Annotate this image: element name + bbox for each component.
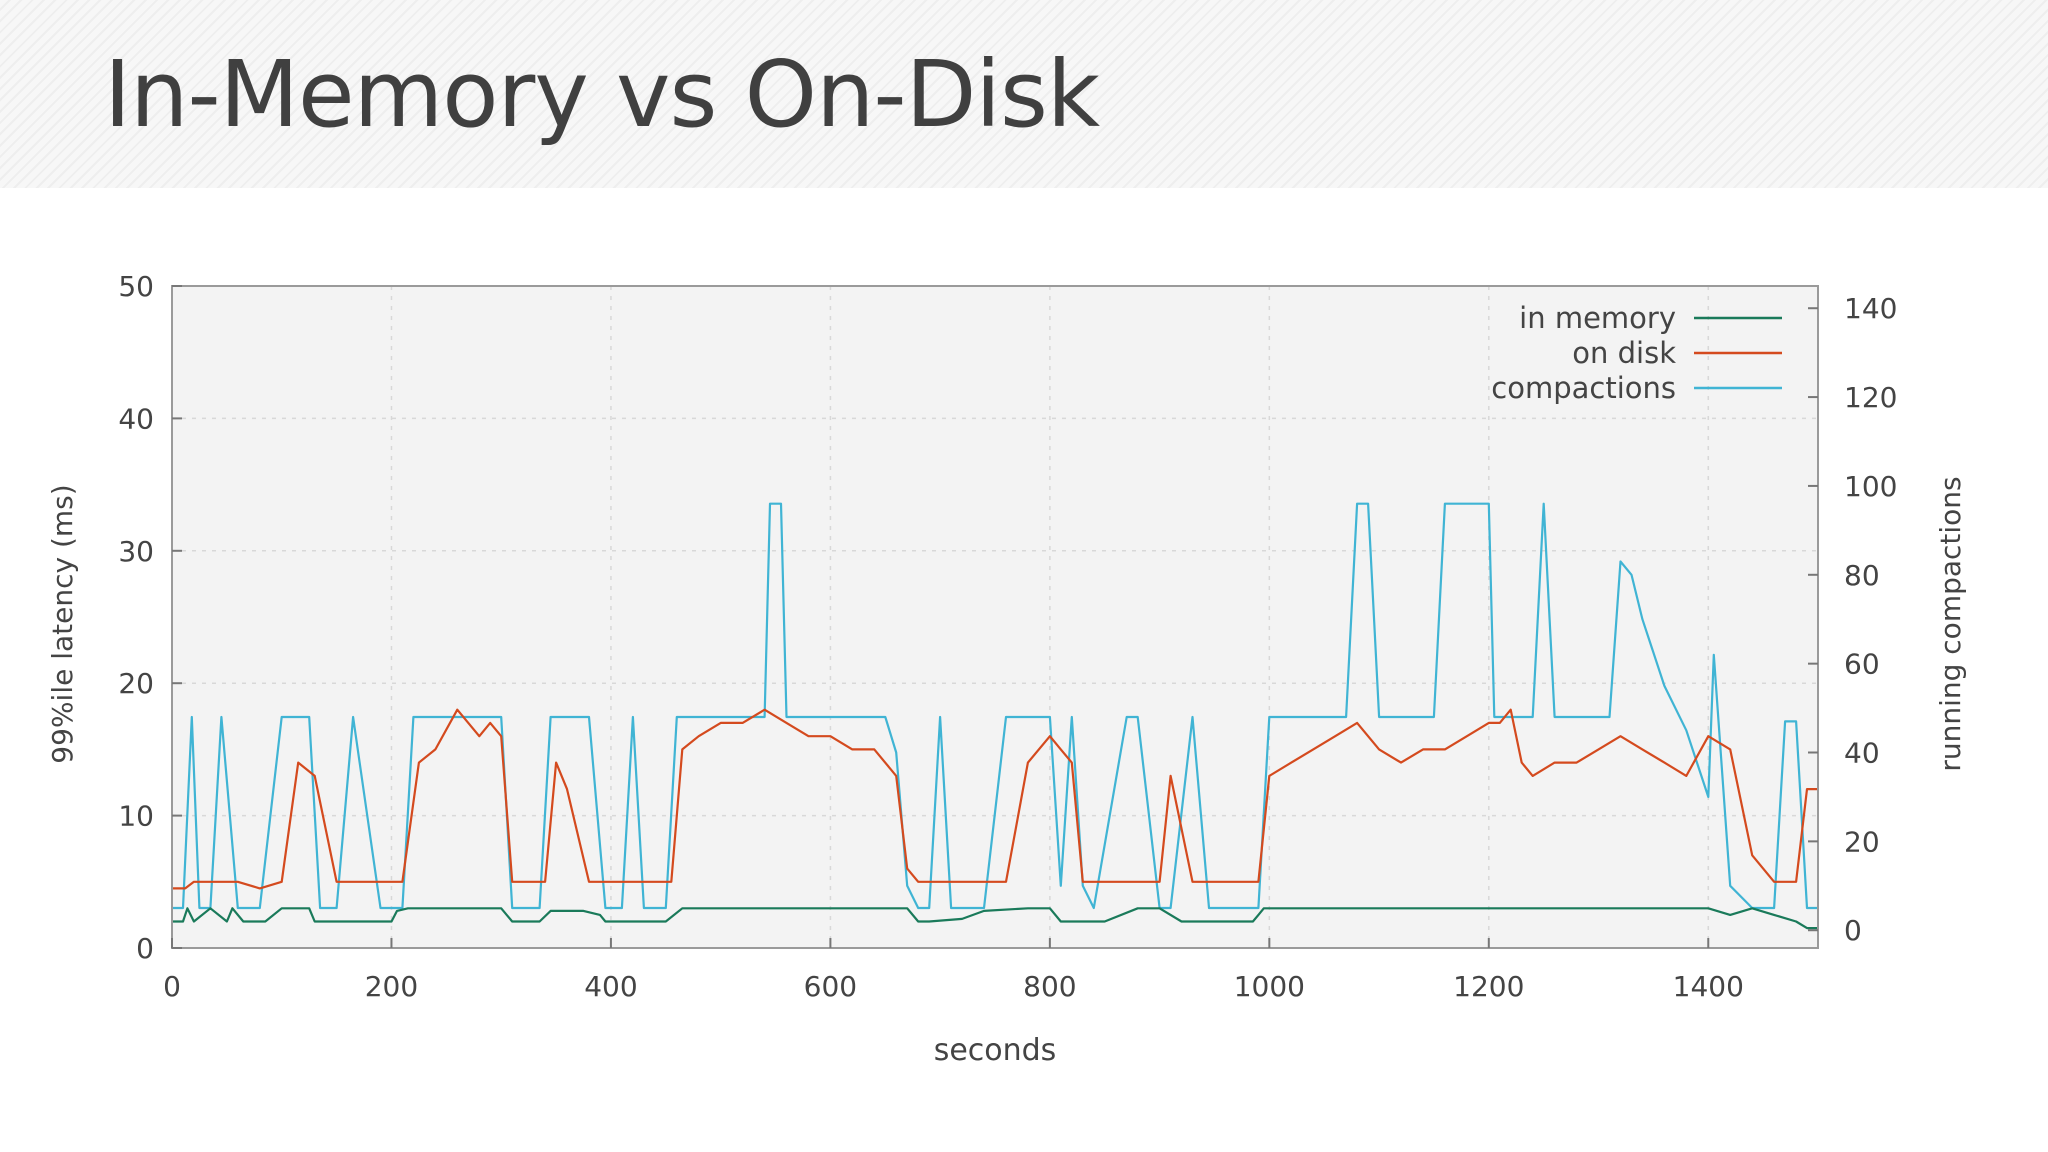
series-line-on-disk [172, 708, 1818, 890]
tick-layer: 0 200 400 600 800 1000 1200 1400 0 10 20 30 40 50 0 20 4… [118, 270, 1897, 1003]
y2-tick-label: 20 [1844, 825, 1880, 858]
y2-axis-label: running compactions [1934, 476, 1967, 771]
legend-label: in memory [1519, 301, 1676, 335]
page-title: In-Memory vs On-Disk [104, 41, 1100, 148]
x-axis-label: seconds [934, 1033, 1057, 1068]
gridlines [171, 286, 1818, 948]
series-line-in-memory [172, 907, 1818, 930]
y2-tick-label: 120 [1844, 381, 1897, 414]
x-tick-label: 1200 [1453, 970, 1524, 1003]
y-tick-label: 10 [118, 800, 154, 833]
y-tick-label: 30 [118, 535, 154, 568]
x-tick-label: 1400 [1673, 970, 1744, 1003]
y2-tick-label: 100 [1844, 470, 1897, 503]
y2-tick-label: 140 [1844, 292, 1897, 325]
legend-label: on disk [1572, 336, 1676, 370]
x-tick-label: 200 [365, 970, 418, 1003]
legend-label: compactions [1491, 371, 1676, 405]
x-tick-label: 1000 [1234, 970, 1305, 1003]
y-tick-label: 50 [118, 270, 154, 303]
y-tick-label: 40 [118, 402, 154, 435]
series-line-compactions [172, 502, 1818, 910]
y2-tick-label: 60 [1844, 648, 1880, 681]
x-tick-label: 400 [584, 970, 637, 1003]
title-band [0, 0, 2048, 188]
y2-tick-label: 40 [1844, 737, 1880, 770]
x-tick-label: 0 [163, 970, 181, 1003]
plot-frame [171, 285, 1819, 949]
plot-background [172, 286, 1818, 948]
y-tick-label: 0 [136, 932, 154, 965]
y-tick-label: 20 [118, 667, 154, 700]
x-tick-label: 800 [1023, 970, 1076, 1003]
y2-tick-label: 0 [1844, 914, 1862, 947]
y2-tick-label: 80 [1844, 559, 1880, 592]
x-tick-label: 600 [804, 970, 857, 1003]
series-layer [172, 502, 1818, 930]
y-axis-label: 99%ile latency (ms) [46, 484, 79, 763]
